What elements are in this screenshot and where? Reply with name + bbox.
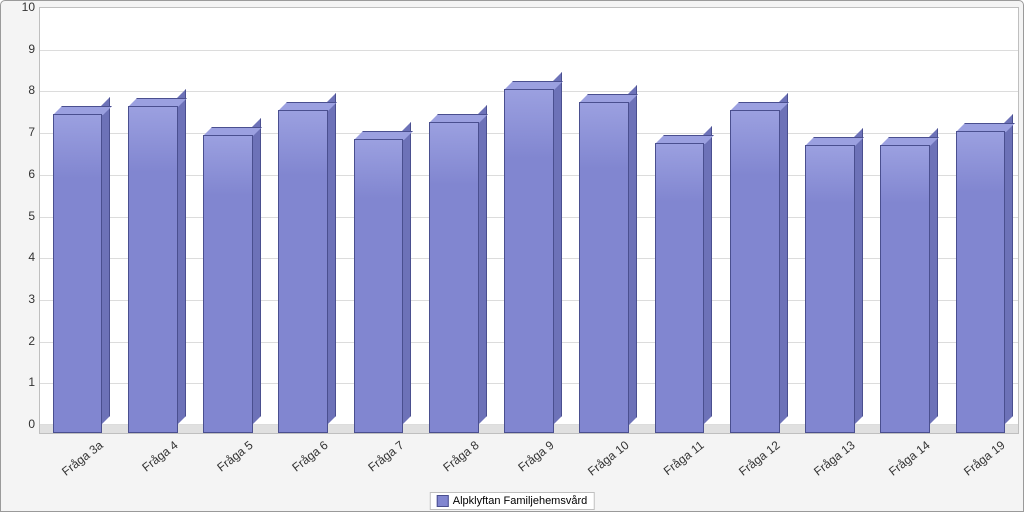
y-tick-label: 5 <box>7 209 35 223</box>
category-label: Fråga 5 <box>184 438 256 498</box>
bar <box>278 102 328 433</box>
chart-frame: Alpklyftan Familjehemsvård 012345678910F… <box>0 0 1024 512</box>
bar <box>805 137 855 433</box>
y-tick-label: 7 <box>7 125 35 139</box>
category-label: Fråga 11 <box>635 438 707 498</box>
bar <box>53 106 103 433</box>
y-tick-label: 6 <box>7 167 35 181</box>
y-tick-label: 0 <box>7 417 35 431</box>
y-tick-label: 9 <box>7 42 35 56</box>
y-tick-label: 2 <box>7 334 35 348</box>
bar <box>429 114 479 433</box>
category-label: Fråga 6 <box>259 438 331 498</box>
y-tick-label: 8 <box>7 83 35 97</box>
bar <box>203 127 253 433</box>
y-tick-label: 4 <box>7 250 35 264</box>
category-label: Fråga 7 <box>334 438 406 498</box>
category-label: Fråga 14 <box>861 438 933 498</box>
category-label: Fråga 19 <box>936 438 1008 498</box>
bar <box>880 137 930 433</box>
bar <box>579 94 629 434</box>
bar <box>354 131 404 433</box>
category-label: Fråga 8 <box>410 438 482 498</box>
plot-area <box>39 7 1019 434</box>
y-tick-label: 10 <box>7 0 35 14</box>
legend-swatch <box>437 495 449 507</box>
category-label: Fråga 13 <box>786 438 858 498</box>
bar <box>655 135 705 433</box>
bar <box>128 98 178 433</box>
category-label: Fråga 4 <box>109 438 181 498</box>
y-tick-label: 1 <box>7 375 35 389</box>
y-tick-label: 3 <box>7 292 35 306</box>
category-label: Fråga 10 <box>560 438 632 498</box>
bar <box>956 123 1006 433</box>
gridline <box>40 50 1018 51</box>
bar <box>504 81 554 433</box>
category-label: Fråga 3a <box>34 438 106 498</box>
bar <box>730 102 780 433</box>
category-label: Fråga 12 <box>711 438 783 498</box>
category-label: Fråga 9 <box>485 438 557 498</box>
